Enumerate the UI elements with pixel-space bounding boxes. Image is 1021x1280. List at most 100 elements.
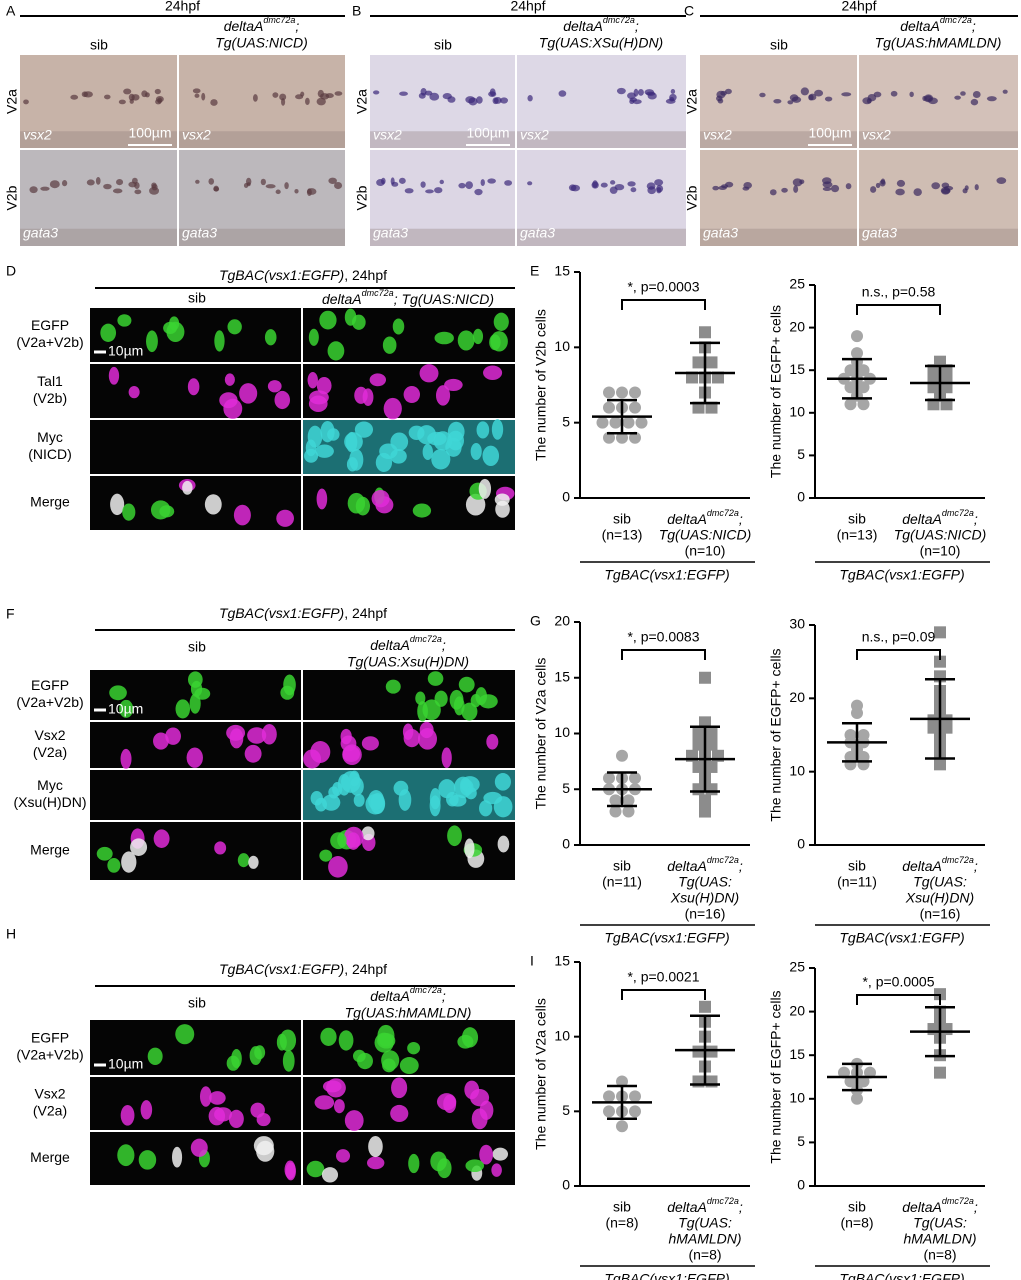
cell <box>284 1160 296 1179</box>
cell <box>327 341 345 361</box>
cell <box>471 1108 488 1130</box>
stained-cell <box>398 177 406 184</box>
category-label: (n=13) <box>602 527 643 543</box>
cell <box>375 452 393 473</box>
stained-cell <box>439 179 444 185</box>
stained-cell <box>208 178 215 185</box>
significance-bracket <box>856 649 941 660</box>
stained-cell <box>316 97 326 106</box>
stained-cell <box>670 89 676 95</box>
panel-title: TgBAC(vsx1:EGFP), 24hpf <box>219 267 387 283</box>
stained-cell <box>317 89 324 98</box>
data-point <box>851 347 863 360</box>
cell <box>434 331 454 345</box>
row-label: EGFP <box>31 1030 69 1046</box>
category-label: (n=8) <box>688 1247 721 1263</box>
y-tick-label: 10 <box>789 404 805 420</box>
text-span: deltaA <box>667 858 707 874</box>
row-label: (V2a) <box>33 1103 67 1119</box>
stained-cell <box>862 97 872 105</box>
text-span: ; <box>635 18 639 34</box>
stained-cell <box>822 177 832 185</box>
row-label: (V2a+V2b) <box>16 334 83 350</box>
cell <box>344 432 363 452</box>
data-point <box>603 401 615 414</box>
footer: TgBAC(vsx1:EGFP) <box>839 1271 964 1280</box>
cell <box>415 691 426 705</box>
significance-label: *, p=0.0005 <box>862 974 934 990</box>
cell <box>188 671 203 688</box>
stained-cell <box>279 93 287 101</box>
stained-cell <box>252 94 258 102</box>
category-label: Tg(UAS: <box>678 1215 732 1231</box>
stained-cell <box>29 186 38 194</box>
stained-cell <box>970 98 979 106</box>
text-span: ; <box>442 988 446 1004</box>
text-span: dmc72a <box>410 985 442 995</box>
cell <box>316 376 332 395</box>
footer: TgBAC(vsx1:EGFP) <box>839 567 964 583</box>
ish-image <box>179 150 345 246</box>
row-label: Myc <box>37 777 63 793</box>
y-tick-label: 25 <box>789 276 805 292</box>
cell <box>146 330 158 353</box>
category-label: sib <box>848 1199 866 1215</box>
y-tick-label: 15 <box>789 361 805 377</box>
cell <box>214 330 225 352</box>
y-tick-label: 5 <box>562 413 570 429</box>
stained-cell <box>627 181 636 187</box>
cell <box>321 1167 339 1183</box>
stained-cell <box>95 177 101 185</box>
cell <box>239 383 258 404</box>
cell <box>495 500 510 518</box>
data-point <box>699 716 711 729</box>
cell <box>493 312 509 331</box>
stained-cell <box>787 100 794 105</box>
y-tick-label: 10 <box>554 724 570 740</box>
cell <box>392 318 405 335</box>
data-point <box>629 386 641 399</box>
stained-cell <box>841 92 852 97</box>
stained-cell <box>830 184 840 193</box>
cell <box>100 323 117 343</box>
stained-cell <box>40 186 50 191</box>
mutant-heading-line2: Tg(UAS:NICD) <box>215 35 308 51</box>
category-label: (n=8) <box>840 1215 873 1231</box>
cell <box>398 789 412 811</box>
data-point <box>609 794 622 807</box>
text-span: deltaA <box>902 858 942 874</box>
stained-cell <box>131 177 138 184</box>
row-label: V2a <box>354 89 370 114</box>
cell <box>328 786 340 799</box>
cell <box>333 1099 345 1114</box>
cell <box>435 385 451 406</box>
data-point <box>705 401 718 414</box>
row-label: (Xsu(H)DN) <box>13 794 86 810</box>
yolk-band <box>700 228 857 246</box>
cell <box>204 494 222 515</box>
category-label: Tg(UAS:NICD) <box>659 527 752 543</box>
text-span: deltaA <box>322 291 362 307</box>
y-tick-label: 10 <box>554 338 570 354</box>
cell <box>492 1147 508 1161</box>
data-point <box>844 1075 857 1088</box>
sib-heading: sib <box>434 37 452 53</box>
stained-cell <box>334 182 343 190</box>
ish-image <box>517 55 686 148</box>
mutant-heading-line2: Tg(UAS:Xsu(H)DN) <box>347 654 469 670</box>
stained-cell <box>808 93 817 101</box>
cell <box>117 1144 135 1167</box>
y-tick-label: 15 <box>554 953 570 969</box>
category-label: (n=10) <box>685 543 726 559</box>
y-tick-label: 15 <box>554 668 570 684</box>
cell <box>228 1109 244 1129</box>
row-label: Myc <box>37 429 63 445</box>
yolk-band <box>179 131 345 148</box>
data-point <box>705 356 718 369</box>
yolk-band <box>517 228 686 246</box>
data-point <box>596 416 609 429</box>
category-label: (n=10) <box>920 543 961 559</box>
yolk-band <box>859 131 1018 148</box>
text-span: dmc72a <box>603 15 635 25</box>
